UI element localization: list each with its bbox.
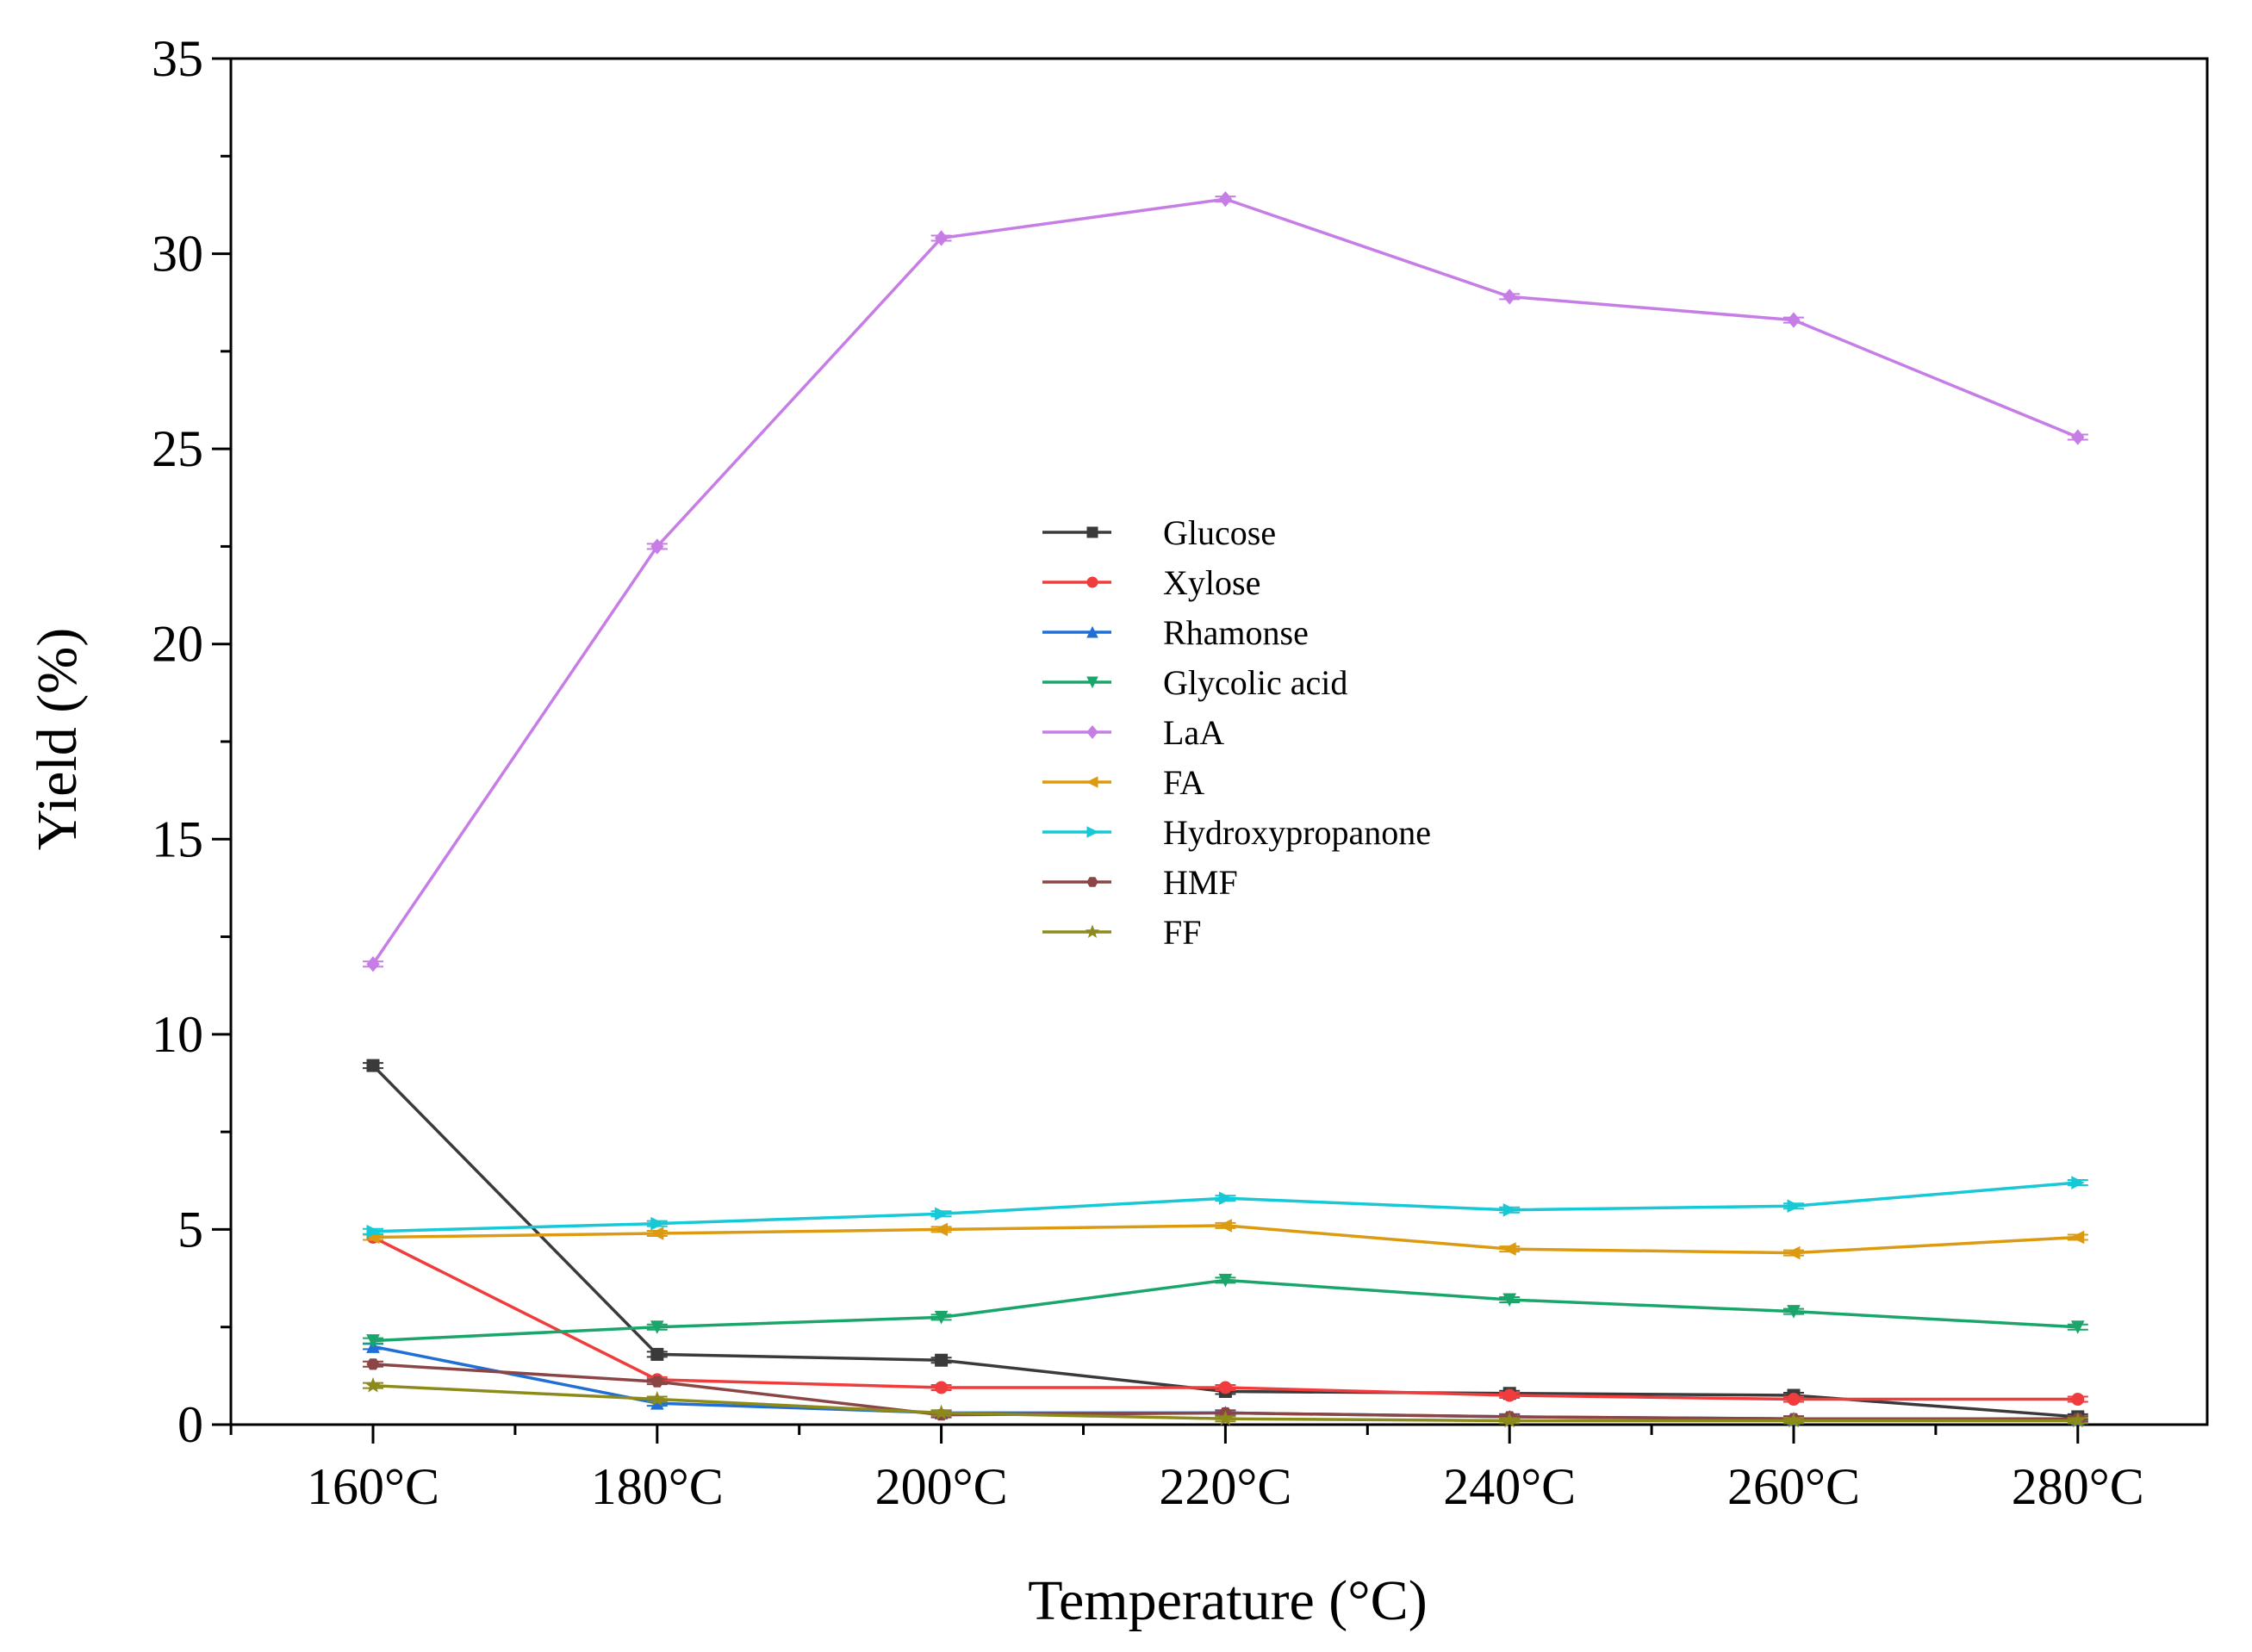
y-axis-title: Yield (%)	[26, 628, 89, 850]
data-point-fa	[1786, 1245, 1801, 1260]
legend-marker-rhamonse	[1086, 625, 1098, 638]
data-point-fa	[1502, 1242, 1516, 1256]
data-point-fa	[2070, 1230, 2085, 1245]
data-point-hydroxypropanone	[1218, 1191, 1233, 1205]
data-point-hmf	[650, 1376, 664, 1388]
legend: Glucose Xylose Rhamonse Glycolic acid LaA FA H…	[1042, 513, 1431, 952]
legend-label-hmf: HMF	[1163, 863, 1238, 902]
data-point-ff	[933, 1404, 949, 1420]
data-point-xylose	[2071, 1393, 2085, 1407]
data-point-laa	[1502, 289, 1516, 305]
legend-label-laa: LaA	[1163, 713, 1224, 752]
y-tick-label: 10	[152, 1006, 203, 1063]
data-point-ff	[1501, 1412, 1518, 1428]
legend-label-ff: FF	[1163, 913, 1202, 952]
data-point-laa	[1218, 190, 1233, 208]
y-tick-label: 5	[177, 1201, 203, 1258]
legend-marker-glycolic-acid	[1086, 676, 1098, 689]
data-point-ff	[1217, 1410, 1234, 1426]
data-point-hydroxypropanone	[366, 1224, 381, 1239]
data-point-glycolic-acid	[934, 1310, 949, 1325]
data-point-hydroxypropanone	[1787, 1199, 1801, 1214]
data-point-glycolic-acid	[650, 1320, 664, 1334]
series-line-xylose	[372, 1235, 2078, 1401]
y-tick-label: 25	[152, 420, 203, 477]
legend-marker-hydroxypropanone	[1086, 826, 1099, 838]
legend-marker-hmf	[1086, 877, 1098, 887]
legend-marker-xylose	[1086, 576, 1098, 588]
data-point-hmf	[366, 1358, 380, 1370]
x-axis-title: Temperature (°C)	[1028, 1569, 1427, 1632]
x-tick-label: 200°C	[875, 1458, 1008, 1515]
data-point-glucose	[650, 1347, 664, 1361]
legend-label-glucose: Glucose	[1163, 513, 1276, 552]
data-point-ff	[2069, 1412, 2087, 1428]
x-tick-label: 220°C	[1159, 1458, 1291, 1515]
data-point-laa	[1787, 312, 1801, 328]
data-point-fa	[1218, 1219, 1232, 1233]
data-point-laa	[2071, 429, 2085, 445]
data-point-laa	[650, 538, 664, 555]
y-tick-label: 20	[152, 616, 203, 673]
y-tick-label: 0	[177, 1396, 203, 1453]
data-point-hydroxypropanone	[2071, 1176, 2085, 1189]
x-tick-label: 160°C	[307, 1458, 439, 1515]
series-line-glycolic-acid	[372, 1278, 2078, 1343]
data-point-hydroxypropanone	[1502, 1202, 1517, 1217]
plot-area: 0 5 10 15 20 25 30 35 160°C 180°C 200°C 220°C 240°C 2…	[152, 30, 2209, 1515]
legend-marker-fa	[1086, 776, 1098, 788]
legend-label-fa: FA	[1163, 763, 1204, 802]
y-tick-label: 35	[152, 30, 203, 87]
data-point-xylose	[935, 1381, 949, 1394]
y-tick-label: 30	[152, 226, 203, 283]
data-point-fa	[934, 1222, 949, 1237]
data-point-hydroxypropanone	[935, 1207, 949, 1221]
data-point-xylose	[1787, 1393, 1801, 1407]
data-point-glycolic-acid	[2070, 1320, 2085, 1334]
legend-marker-laa	[1086, 725, 1098, 739]
data-point-glucose	[366, 1059, 380, 1072]
data-point-glycolic-acid	[1787, 1305, 1801, 1319]
legend-marker-glucose	[1086, 526, 1098, 538]
data-point-glycolic-acid	[1502, 1293, 1517, 1307]
y-tick-label: 15	[152, 810, 203, 867]
data-point-glycolic-acid	[1218, 1273, 1233, 1288]
data-point-ff	[1785, 1412, 1802, 1428]
legend-label-hydroxypropanone: Hydroxypropanone	[1163, 813, 1431, 852]
data-point-hydroxypropanone	[650, 1216, 664, 1231]
data-point-ff	[649, 1390, 666, 1407]
x-tick-label: 240°C	[1443, 1458, 1576, 1515]
x-tick-label: 260°C	[1727, 1458, 1860, 1515]
data-point-xylose	[1502, 1388, 1516, 1402]
data-point-fa	[650, 1227, 664, 1240]
data-point-glycolic-acid	[366, 1334, 380, 1348]
data-point-xylose	[1218, 1381, 1232, 1394]
data-point-glucose	[935, 1353, 949, 1367]
legend-label-xylose: Xylose	[1163, 563, 1260, 602]
x-tick-label: 280°C	[2012, 1458, 2144, 1515]
data-point-laa	[366, 956, 380, 972]
data-point-laa	[934, 230, 949, 246]
legend-label-glycolic-acid: Glycolic acid	[1163, 663, 1347, 702]
legend-marker-ff	[1085, 924, 1100, 938]
legend-label-rhamonse: Rhamonse	[1163, 613, 1309, 652]
data-point-ff	[364, 1376, 382, 1393]
series-line-fa	[372, 1224, 2078, 1255]
x-tick-label: 180°C	[591, 1458, 724, 1515]
